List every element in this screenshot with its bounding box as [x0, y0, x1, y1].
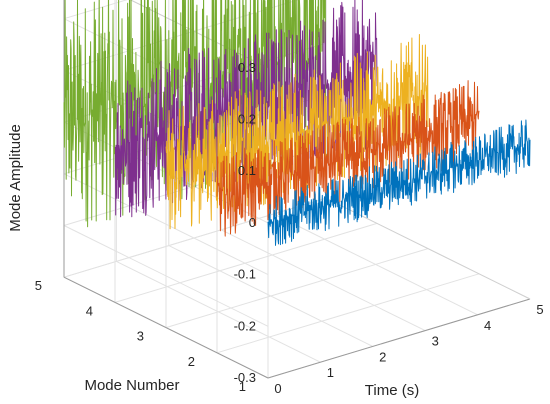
- x-axis-label: Time (s): [365, 382, 419, 399]
- floor-grid-mode: [216, 273, 480, 354]
- series-mode-3: [165, 34, 429, 230]
- z-tick-label: 0.2: [238, 112, 256, 127]
- x-tick-label: 0: [274, 381, 281, 396]
- z-tick-label: -0.3: [234, 370, 256, 385]
- z-tick-label: 0: [249, 215, 256, 230]
- axis-labels: Mode Amplitude Mode Number Time (s): [7, 124, 419, 399]
- x-tick-label: 3: [432, 334, 439, 349]
- floor-grid-mode: [165, 248, 429, 329]
- series-layer: [63, 0, 531, 246]
- floor-grid-mode: [114, 222, 378, 303]
- z-tick-label: -0.1: [234, 267, 256, 282]
- y-tick-label: 3: [137, 329, 144, 344]
- y-axis-label: Mode Number: [84, 377, 179, 394]
- side-wall-grid-amp: [63, 225, 269, 327]
- tick-labels: -0.3 -0.2 -0.1 0 0.1 0.2 0.3 1 2 3 4 5 0 1 2 3 4 5: [35, 60, 544, 396]
- y-tick-label: 4: [86, 303, 93, 318]
- side-wall-grid-amp: [63, 173, 269, 276]
- y-tick-label: 2: [188, 354, 195, 369]
- z-axis-label: Mode Amplitude: [7, 124, 24, 232]
- x-axis-line: [267, 298, 531, 379]
- x-tick-label: 2: [379, 349, 386, 364]
- series-mode-1: [267, 119, 531, 246]
- back-wall-grid-amp: [63, 0, 128, 20]
- y-tick-label: 5: [35, 278, 42, 293]
- series-mode-2: [216, 80, 480, 237]
- x-tick-label: 1: [327, 365, 334, 380]
- y-axis-line: [63, 276, 269, 379]
- y-tick-label: 1: [239, 379, 246, 394]
- x-tick-label: 5: [536, 302, 543, 317]
- z-tick-label: 0.3: [238, 60, 256, 75]
- x-tick-label: 4: [484, 318, 491, 333]
- z-tick-label: 0.1: [238, 163, 256, 178]
- z-tick-label: -0.2: [234, 318, 256, 333]
- box-edge: [325, 197, 531, 300]
